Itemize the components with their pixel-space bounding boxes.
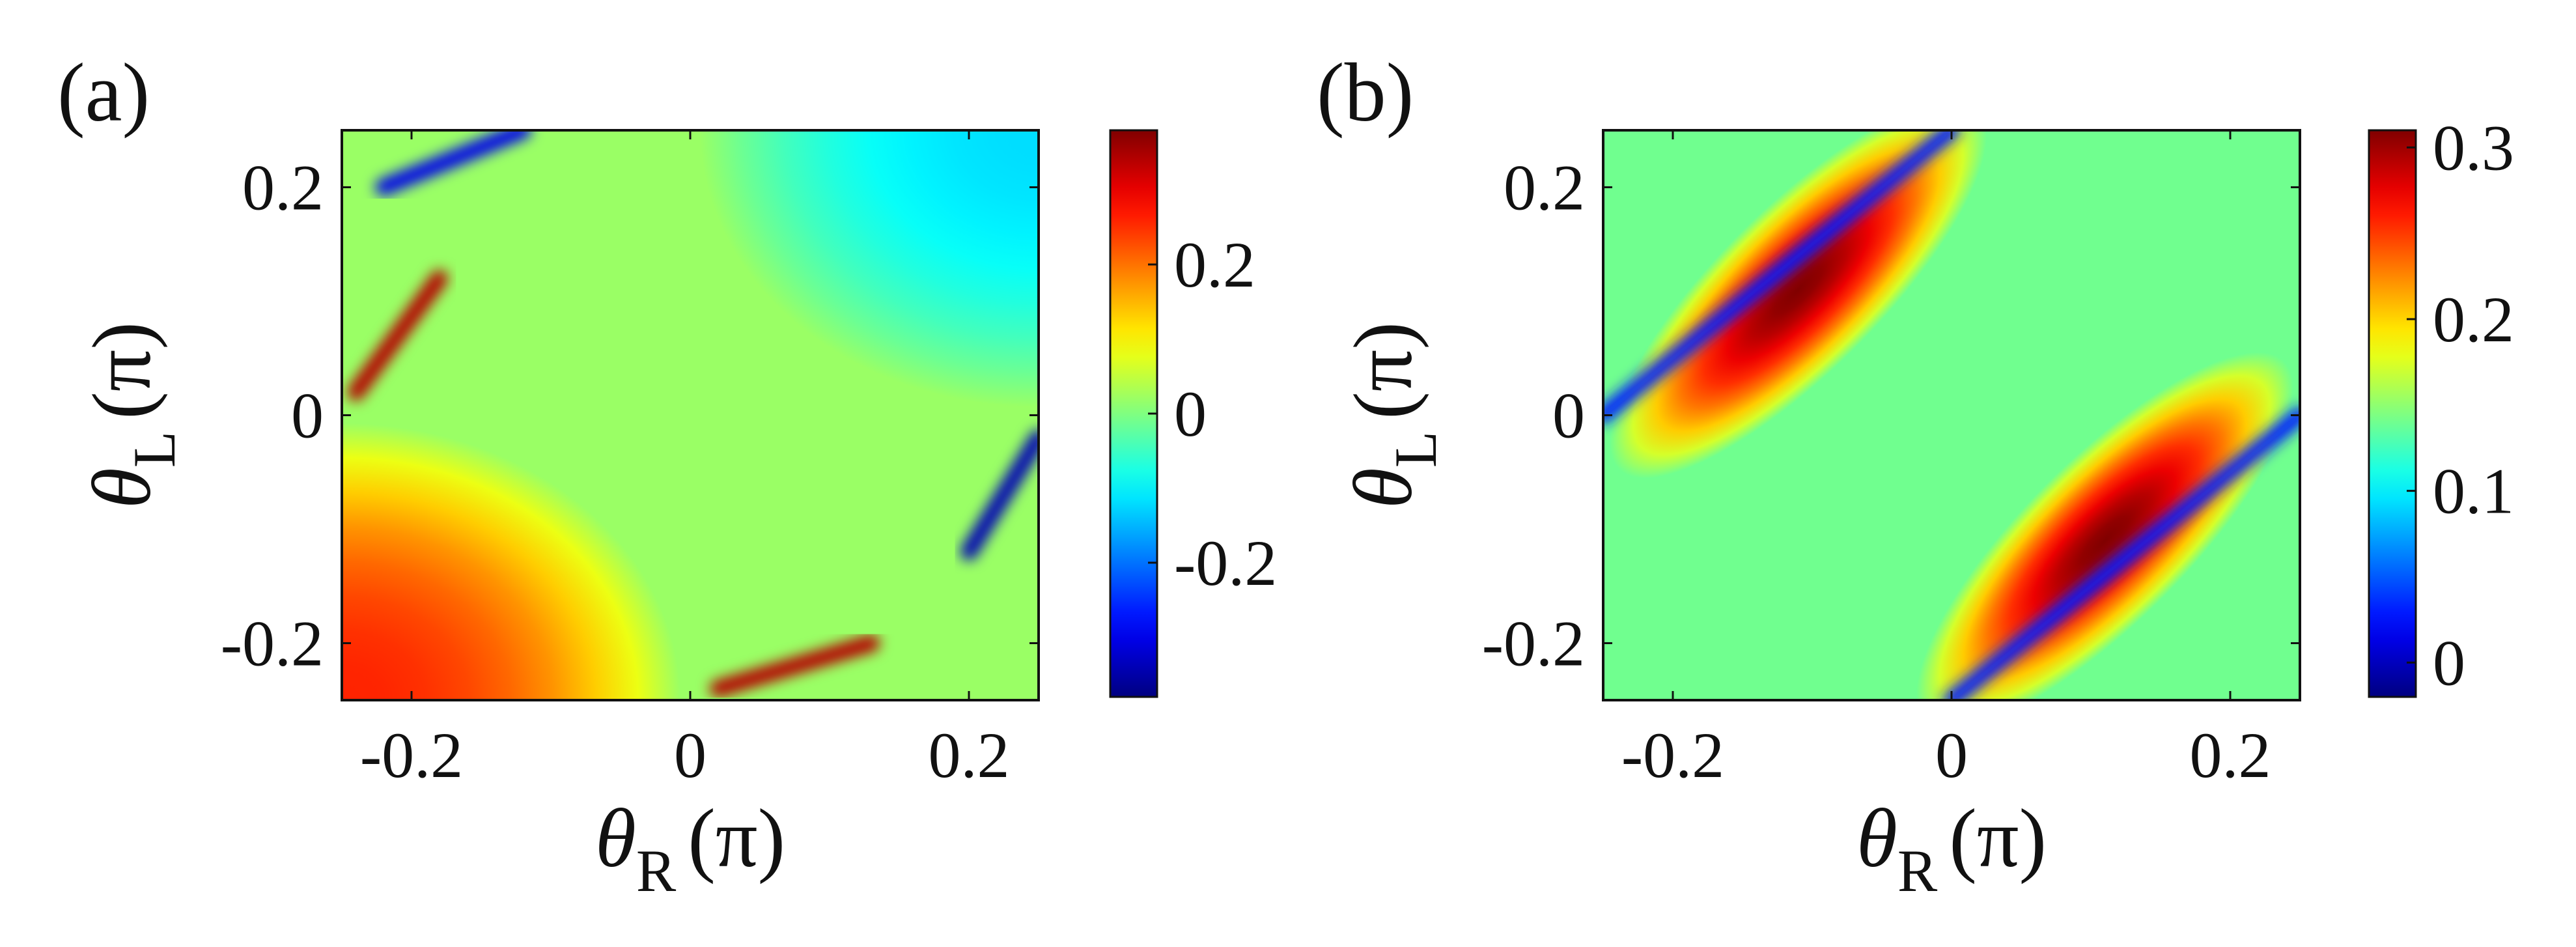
x-tick-label: -0.2 [1621,719,1724,791]
y-tick-label: 0.2 [1504,152,1585,224]
panel-a: -0.2 0 0.2 -0.2 0 0.2 θR (π) θL(π) (a) -0.2 0 0.2 [57,46,1277,904]
heatmap-ridge [375,130,532,196]
y-tick-label: -0.2 [1482,608,1585,680]
heatmap-blob [1916,352,2293,700]
y-axis-label: θL(π) [76,322,188,509]
heatmap-blob [342,423,680,700]
heatmap-ridge [347,270,448,401]
colorbar-tick-label: 0.2 [2433,283,2514,356]
colorbar-tick-label: 0 [2433,627,2465,699]
panel-label: (b) [1317,46,1414,139]
heatmap-blob [1610,130,1987,479]
colorbar-tick-label: -0.2 [1174,527,1277,599]
colorbar-tick-label: 0.2 [1174,229,1255,301]
y-tick-label: -0.2 [221,608,324,680]
heatmap-ridge [709,634,880,698]
colorbar [2368,129,2417,698]
x-tick-label: 0 [1935,719,1968,791]
heatmap-ridge [960,429,1039,561]
y-axis-label: θL(π) [1337,322,1449,509]
panel-b: -0.2 0 0.2 -0.2 0 0.2 θR (π) θL(π) (b) 0 0.1 0.2 0.3 [1317,46,2514,904]
heatmap-ridge [1603,130,1960,424]
panel-label: (a) [57,46,150,139]
x-axis-label: θR (π) [1856,792,2047,904]
heatmap-field [1603,130,2300,700]
x-tick-label: 0.2 [2190,719,2271,791]
x-axis-label: θR (π) [595,792,785,904]
x-tick-label: 0 [674,719,707,791]
x-tick-label: 0.2 [929,719,1010,791]
y-tick-label: 0 [291,380,324,452]
heatmap-blob [700,130,1039,408]
y-tick-label: 0.2 [242,152,324,224]
heatmap-field [342,130,1039,700]
heatmap-ridge [1943,406,2300,700]
colorbar-tick-label: 0.1 [2433,455,2514,528]
colorbar-tick-label: 0.3 [2433,111,2514,184]
colorbar-tick-label: 0 [1174,378,1207,450]
y-tick-label: 0 [1552,380,1585,452]
x-tick-label: -0.2 [360,719,463,791]
